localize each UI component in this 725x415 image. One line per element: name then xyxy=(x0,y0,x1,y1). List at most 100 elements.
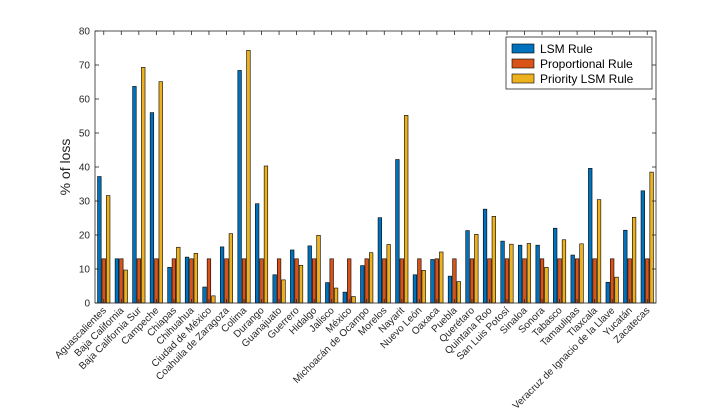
bar xyxy=(333,287,339,304)
bar xyxy=(645,258,650,304)
y-tick-label: 10 xyxy=(79,265,91,276)
bar xyxy=(623,229,628,304)
bar xyxy=(535,244,540,304)
y-tick-label: 70 xyxy=(79,61,91,72)
bar xyxy=(329,258,334,304)
bar xyxy=(312,258,317,304)
bar xyxy=(132,86,137,304)
bar xyxy=(307,245,312,304)
bar xyxy=(382,258,387,304)
bar xyxy=(474,234,479,304)
legend-swatch xyxy=(511,73,535,84)
bar xyxy=(101,258,106,304)
bar xyxy=(219,246,225,304)
bar xyxy=(347,258,352,304)
bar xyxy=(158,81,163,304)
bar xyxy=(417,258,422,304)
bar xyxy=(272,274,277,304)
bar xyxy=(298,264,304,304)
bar xyxy=(469,258,475,304)
bar xyxy=(447,275,453,304)
bar xyxy=(114,258,119,304)
bar xyxy=(452,258,457,304)
bar xyxy=(592,258,597,304)
legend-swatch xyxy=(511,58,535,69)
bar xyxy=(605,281,610,304)
bar xyxy=(588,168,593,304)
bar xyxy=(434,258,439,304)
bar xyxy=(553,227,558,304)
bar xyxy=(500,240,505,304)
bar xyxy=(631,217,637,304)
bar xyxy=(596,199,602,304)
bar xyxy=(404,115,409,304)
bar xyxy=(141,67,146,304)
bar xyxy=(518,244,523,304)
bar xyxy=(224,258,229,304)
y-tick-label: 0 xyxy=(84,299,90,310)
bar xyxy=(294,258,299,304)
bar xyxy=(649,171,654,304)
bar xyxy=(456,281,461,304)
bar xyxy=(171,258,176,304)
bar xyxy=(522,258,527,304)
bar xyxy=(561,239,567,304)
bar xyxy=(465,230,470,304)
bar xyxy=(154,258,159,304)
bar xyxy=(386,244,391,304)
y-tick-label: 60 xyxy=(79,95,91,106)
bar xyxy=(149,112,155,304)
bar xyxy=(526,243,532,304)
bar xyxy=(325,282,330,304)
bar xyxy=(184,256,190,304)
legend-label: Priority LSM Rule xyxy=(540,72,634,86)
bar xyxy=(290,249,295,304)
y-tick-label: 20 xyxy=(79,231,91,242)
bar xyxy=(487,258,492,304)
bar xyxy=(364,258,369,304)
bar xyxy=(263,165,269,304)
bar xyxy=(176,246,181,304)
bar xyxy=(259,258,264,304)
bar xyxy=(316,235,321,304)
bar xyxy=(395,159,400,304)
bar xyxy=(610,258,615,304)
bar xyxy=(504,258,510,304)
bar xyxy=(351,296,356,304)
y-tick-label: 30 xyxy=(79,197,91,208)
bar xyxy=(123,269,128,304)
bar xyxy=(544,266,549,304)
legend-label: LSM Rule xyxy=(540,42,593,56)
bar xyxy=(228,233,233,304)
bar xyxy=(167,266,172,304)
bar xyxy=(206,258,212,304)
bar xyxy=(399,258,404,304)
bar xyxy=(377,217,382,304)
bar xyxy=(557,258,562,304)
bar xyxy=(119,258,124,304)
y-tick-label: 80 xyxy=(79,27,91,38)
bar xyxy=(570,254,575,304)
bar xyxy=(614,276,619,304)
y-tick-label: 40 xyxy=(79,163,91,174)
bar xyxy=(412,274,418,304)
bar xyxy=(360,265,365,304)
bar xyxy=(276,258,282,304)
y-tick-label: 50 xyxy=(79,129,91,140)
bar xyxy=(539,258,545,304)
bar xyxy=(202,286,207,304)
bar xyxy=(579,243,584,304)
bar xyxy=(189,258,194,304)
legend-label: Proportional Rule xyxy=(540,57,633,71)
bar xyxy=(369,252,374,304)
bar xyxy=(281,279,286,304)
bar xyxy=(136,258,141,304)
bar xyxy=(509,243,514,304)
bar xyxy=(342,291,347,304)
bar xyxy=(491,216,496,304)
bar xyxy=(97,176,102,304)
bar xyxy=(640,190,645,304)
bar xyxy=(575,258,580,304)
bar xyxy=(211,295,216,304)
